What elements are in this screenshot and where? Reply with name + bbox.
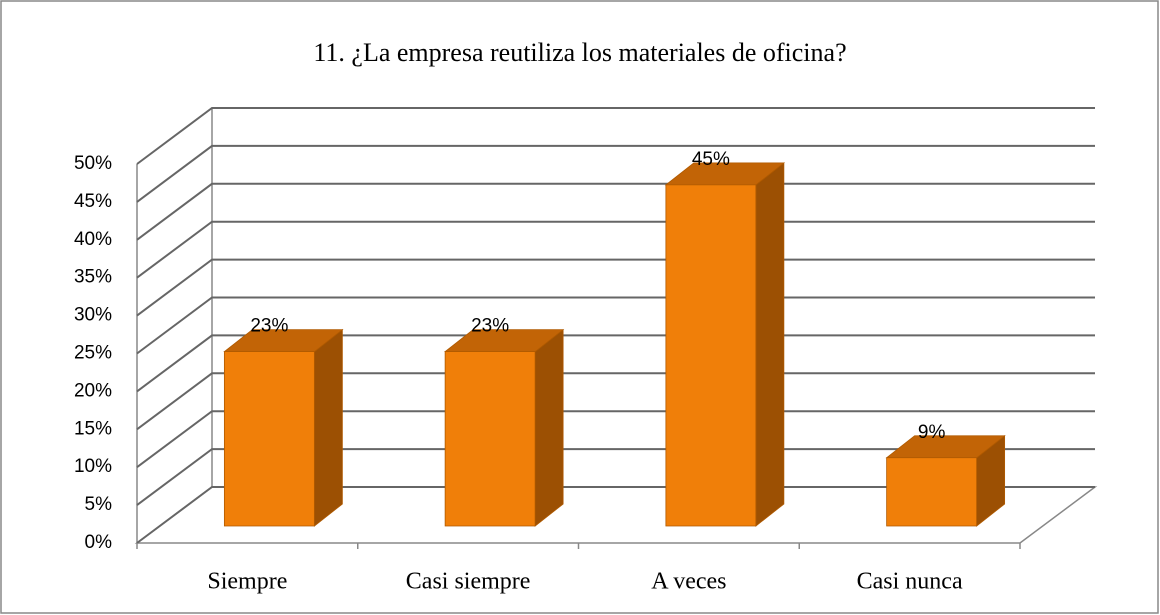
bar	[664, 162, 786, 527]
bar	[885, 434, 1006, 527]
grid-line	[136, 296, 1095, 355]
grid-line	[136, 220, 1095, 279]
y-tick-label: 5%	[85, 494, 113, 515]
grid-line	[136, 486, 1095, 544]
x-tick-label: Casi siempre	[406, 569, 531, 595]
bar-side	[313, 328, 343, 527]
bar-front	[223, 351, 315, 527]
grid-line	[136, 107, 1095, 165]
y-tick-label: 25%	[74, 343, 112, 364]
grid-line	[136, 334, 1095, 393]
grid-line	[136, 448, 1095, 506]
value-label: 45%	[692, 149, 730, 170]
bar-side	[755, 162, 785, 527]
bar	[443, 328, 565, 527]
y-tick-label: 45%	[74, 191, 112, 212]
grid-line	[136, 372, 1095, 431]
bar-front	[665, 184, 757, 527]
grid-line	[136, 182, 1095, 241]
y-tick-label: 20%	[74, 380, 112, 401]
bar	[223, 328, 344, 527]
y-tick-label: 0%	[85, 532, 113, 553]
y-tick-label: 50%	[74, 153, 112, 174]
grid-line	[136, 258, 1095, 317]
chart-title: 11. ¿La empresa reutiliza los materiales…	[313, 38, 846, 67]
x-tick-label: Casi nunca	[857, 569, 963, 595]
y-tick-label: 40%	[74, 229, 112, 250]
y-tick-label: 35%	[74, 267, 112, 288]
value-label: 23%	[250, 316, 288, 337]
y-tick-label: 15%	[74, 418, 112, 439]
value-label: 9%	[918, 422, 946, 443]
y-tick-label: 30%	[74, 305, 112, 326]
x-tick-label: A veces	[651, 569, 726, 595]
value-label: 23%	[471, 316, 509, 337]
grid-line	[136, 144, 1095, 203]
y-tick-label: 10%	[74, 456, 112, 477]
bar-front	[886, 457, 978, 527]
grid-line	[136, 410, 1095, 469]
x-tick-label: Siempre	[207, 569, 287, 595]
bar-side	[534, 328, 564, 527]
bar-front	[444, 351, 536, 527]
